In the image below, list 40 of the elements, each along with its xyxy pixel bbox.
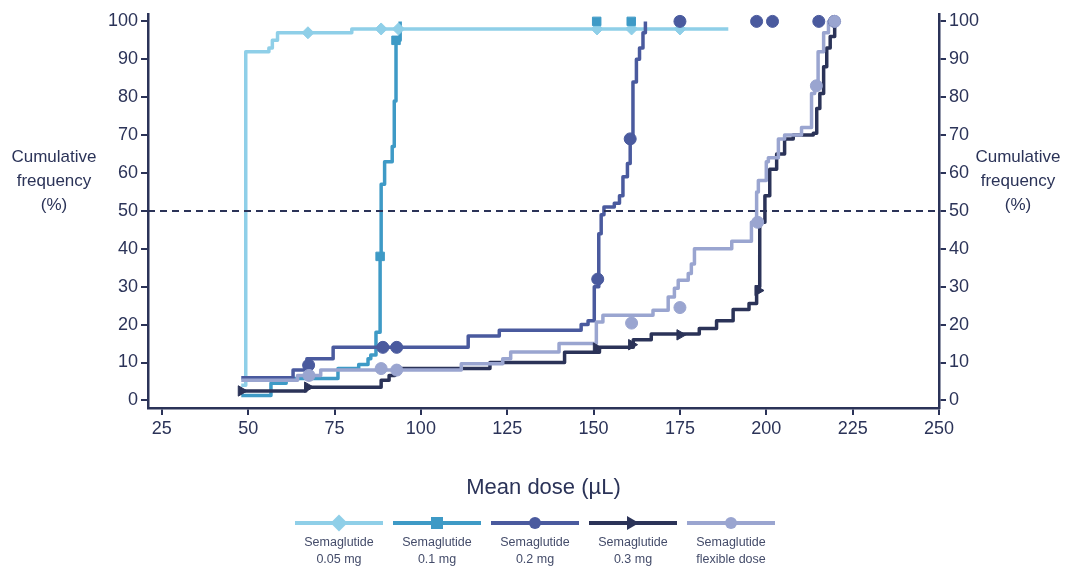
y-tick-label: 80 <box>117 86 138 107</box>
y-tick-label: 90 <box>117 48 138 69</box>
y-tick-label: 20 <box>117 313 138 334</box>
y2-tick-label: 20 <box>949 313 970 334</box>
x-tick-label: 25 <box>151 417 172 438</box>
y-tick-label: 60 <box>117 161 138 182</box>
x-tick-label: 125 <box>492 417 523 438</box>
x-tick-label: 200 <box>751 417 782 438</box>
y-tick-label: 70 <box>117 124 138 145</box>
x-axis-title: Mean dose (µL) <box>466 473 621 499</box>
y-tick-label: 10 <box>117 351 138 372</box>
y-tick-label: 0 <box>127 389 138 410</box>
legend-label: Semaglutide 0.3 mg <box>597 534 669 568</box>
y-tick-label: 100 <box>107 10 138 31</box>
legend-label: Semaglutide 0.2 mg <box>499 534 571 568</box>
y2-tick-label: 80 <box>949 86 970 107</box>
y-tick-label: 40 <box>117 237 138 258</box>
x-tick-label: 250 <box>923 417 955 438</box>
x-tick-label: 150 <box>578 417 609 438</box>
y2-tick-label: 10 <box>949 351 970 372</box>
legend-label: Semaglutide flexible dose <box>695 534 767 568</box>
y2-tick-label: 70 <box>949 124 970 145</box>
x-tick-label: 100 <box>405 417 436 438</box>
x-tick-label: 75 <box>324 417 345 438</box>
y2-tick-label: 50 <box>949 199 970 220</box>
y2-tick-label: 0 <box>949 389 960 410</box>
x-tick-label: 175 <box>664 417 695 438</box>
y-axis-title: Cumulative frequency (%) <box>10 146 98 216</box>
x-tick-label: 225 <box>837 417 868 438</box>
y2-tick-label: 30 <box>949 275 970 296</box>
y-tick-label: 50 <box>117 199 138 220</box>
y2-tick-label: 90 <box>949 48 970 69</box>
legend-label: Semaglutide 0.1 mg <box>401 534 473 568</box>
y2-tick-label: 60 <box>949 161 970 182</box>
y2-tick-label: 40 <box>949 237 970 258</box>
x-tick-label: 50 <box>238 417 259 438</box>
legend-label: Semaglutide 0.05 mg <box>303 534 375 568</box>
y2-axis-title: Cumulative frequency (%) <box>974 146 1062 216</box>
y2-tick-label: 100 <box>949 10 980 31</box>
y-tick-label: 30 <box>117 275 138 296</box>
